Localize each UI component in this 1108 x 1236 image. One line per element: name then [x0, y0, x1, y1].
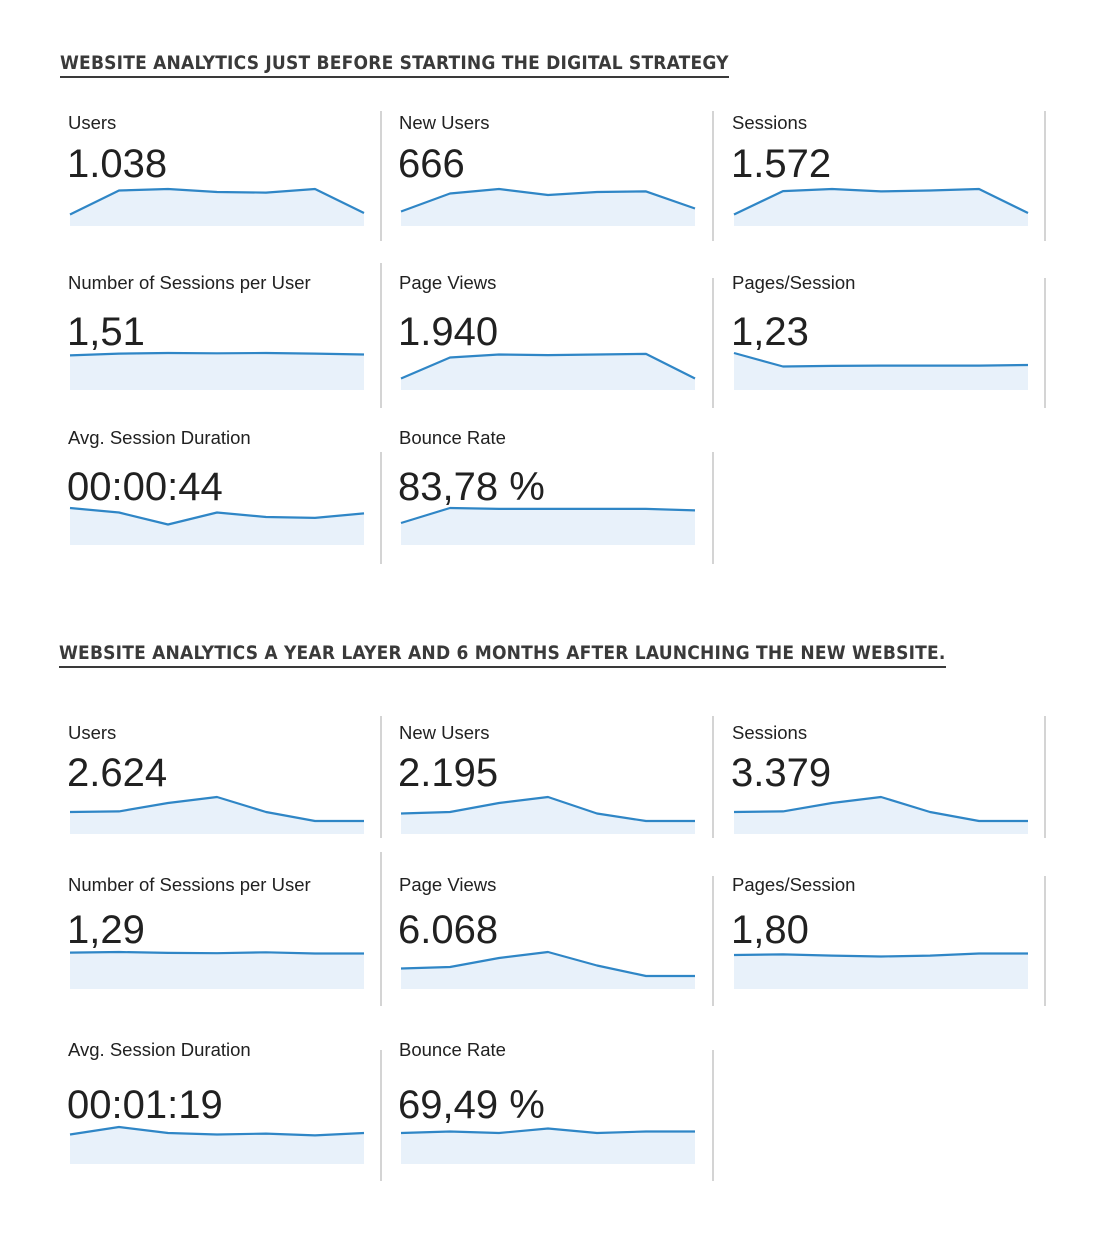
sparkline-line: [69, 1125, 365, 1137]
sparkline-line: [400, 187, 696, 213]
sparkline-line: [733, 187, 1029, 216]
column-divider: [712, 452, 714, 564]
metric-label: New Users: [399, 722, 490, 743]
sparkline-area: [70, 189, 364, 226]
sparkline-area: [401, 1128, 695, 1164]
sparkline-chart: [400, 352, 696, 390]
sparkline-line: [400, 950, 695, 978]
sparkline-area: [734, 797, 1028, 834]
sparkline-area: [734, 189, 1028, 226]
sparkline-area: [734, 953, 1028, 989]
column-divider: [1044, 876, 1046, 1006]
sparkline-line: [733, 351, 1029, 368]
metric-value: 1,80: [731, 908, 809, 952]
metric-value: 6.068: [398, 908, 499, 952]
metric-value: 1.038: [67, 142, 168, 186]
metric-label: Sessions: [732, 722, 808, 743]
sparkline-chart: [400, 187, 696, 226]
metric-label: Bounce Rate: [399, 1039, 506, 1060]
column-divider: [712, 716, 714, 838]
sparkline-chart: [733, 795, 1028, 834]
metric-value: 1,51: [67, 310, 145, 354]
sparkline-area: [70, 1127, 364, 1164]
sparkline-area: [70, 797, 364, 834]
sparkline-chart: [400, 950, 695, 989]
metric-value: 666: [398, 142, 465, 186]
sparkline-chart: [733, 351, 1029, 390]
sparkline-chart: [733, 187, 1029, 226]
metric-value: 3.379: [731, 751, 832, 795]
metric-value: 00:01:19: [67, 1083, 223, 1127]
sparkline-line: [69, 950, 364, 955]
sparkline-line: [400, 795, 695, 823]
metric-label: Avg. Session Duration: [68, 1039, 251, 1060]
metric-label: Page Views: [399, 272, 497, 293]
sparkline-area: [401, 189, 695, 226]
metric-label: Pages/Session: [732, 874, 856, 895]
sparkline-area: [401, 508, 695, 545]
sparkline-line: [733, 795, 1028, 823]
metric-value: 1.940: [398, 310, 499, 354]
column-divider: [1044, 111, 1046, 241]
sparkline-line: [69, 187, 365, 216]
column-divider: [1044, 278, 1046, 408]
sparkline-line: [400, 1127, 695, 1135]
sparkline-line: [69, 795, 364, 823]
sparkline-area: [734, 353, 1028, 390]
sparkline-area: [401, 952, 695, 989]
metric-label: Number of Sessions per User: [68, 874, 311, 895]
column-divider: [380, 452, 382, 564]
sparkline-chart: [69, 1125, 365, 1164]
metric-label: Sessions: [732, 112, 808, 133]
column-divider: [380, 111, 382, 241]
metric-label: Number of Sessions per User: [68, 272, 311, 293]
metric-label: New Users: [399, 112, 490, 133]
sparkline-line: [400, 506, 696, 525]
sparkline-chart: [69, 351, 365, 390]
column-divider: [380, 263, 382, 408]
column-divider: [712, 278, 714, 408]
column-divider: [380, 716, 382, 838]
sparkline-line: [69, 506, 365, 526]
metric-label: Avg. Session Duration: [68, 427, 251, 448]
sparkline-chart: [69, 950, 364, 989]
metric-value: 1,23: [731, 310, 809, 354]
sparkline-chart: [400, 1127, 695, 1164]
sparkline-chart: [69, 187, 365, 226]
sparkline-chart: [733, 952, 1028, 989]
metric-label: Users: [68, 112, 117, 133]
sparkline-area: [70, 353, 364, 390]
sparkline-line: [733, 952, 1028, 958]
metric-value: 1.572: [731, 142, 832, 186]
metric-label: Bounce Rate: [399, 427, 506, 448]
section-title-before: WEBSITE ANALYTICS JUST BEFORE STARTING T…: [60, 52, 729, 78]
sparkline-chart: [69, 795, 364, 834]
column-divider: [380, 852, 382, 1006]
section-title-after: WEBSITE ANALYTICS A YEAR LAYER AND 6 MON…: [59, 642, 946, 668]
metric-value: 00:00:44: [67, 465, 223, 509]
sparkline-area: [401, 353, 695, 390]
sparkline-line: [400, 352, 696, 380]
column-divider: [712, 111, 714, 241]
column-divider: [712, 876, 714, 1006]
sparkline-chart: [400, 506, 696, 545]
metric-label: Users: [68, 722, 117, 743]
metric-label: Page Views: [399, 874, 497, 895]
column-divider: [712, 1050, 714, 1181]
sparkline-line: [69, 351, 365, 357]
metric-label: Pages/Session: [732, 272, 856, 293]
sparkline-area: [70, 952, 364, 989]
sparkline-chart: [69, 506, 365, 545]
sparkline-area: [401, 797, 695, 834]
metric-value: 69,49 %: [398, 1083, 545, 1127]
column-divider: [380, 1050, 382, 1181]
metric-value: 2.195: [398, 751, 499, 795]
sparkline-chart: [400, 795, 695, 834]
metric-value: 2.624: [67, 751, 168, 795]
metric-value: 1,29: [67, 908, 145, 952]
metric-value: 83,78 %: [398, 465, 545, 509]
column-divider: [1044, 716, 1046, 838]
sparkline-area: [70, 508, 364, 545]
